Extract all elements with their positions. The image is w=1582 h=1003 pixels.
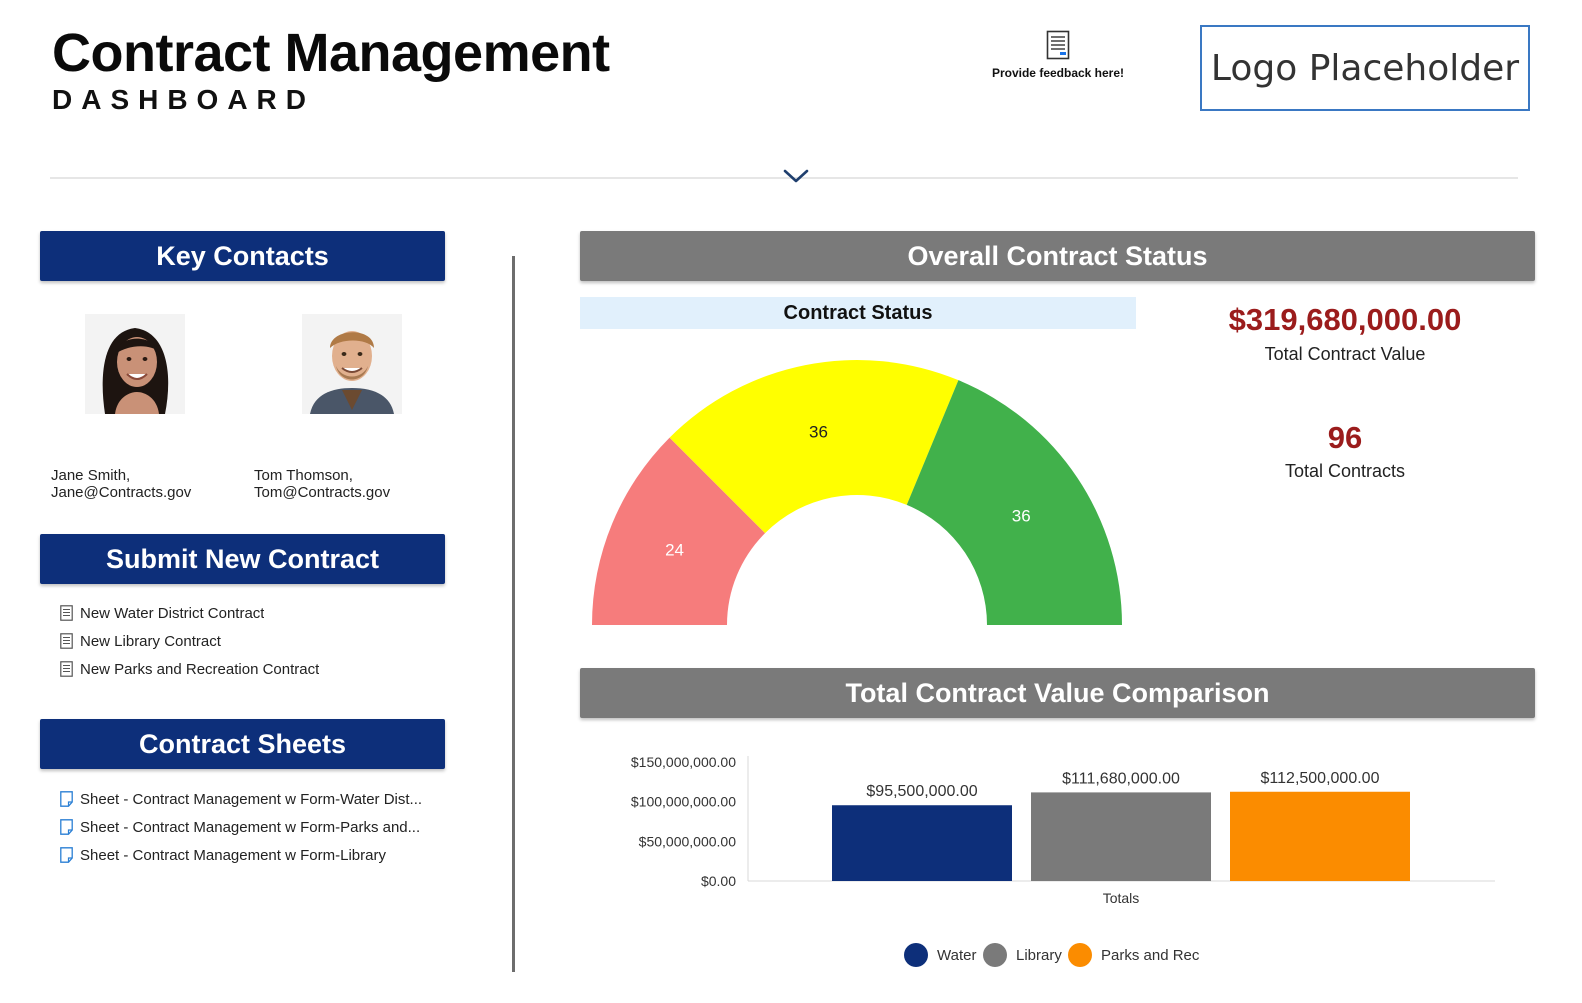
- form-link-parks[interactable]: New Parks and Recreation Contract: [60, 655, 319, 683]
- sheet-icon: [60, 847, 73, 863]
- total-contracts-label: Total Contracts: [1284, 461, 1406, 481]
- total-contracts-count: 96: [1327, 420, 1363, 455]
- sheet-icon: [60, 791, 73, 807]
- legend-swatch: [904, 943, 928, 967]
- link-label: New Water District Contract: [80, 604, 265, 622]
- total-contract-value-label: Total Contract Value: [1264, 344, 1426, 364]
- key-contacts-header: Key Contacts: [40, 231, 445, 281]
- overall-status-header: Overall Contract Status: [580, 231, 1535, 281]
- legend-swatch: [1068, 943, 1092, 967]
- gauge-segment-2: [906, 380, 1122, 625]
- y-tick-label: $150,000,000.00: [631, 754, 736, 770]
- contract-sheets-links: Sheet - Contract Management w Form-Water…: [60, 785, 422, 869]
- submit-contract-title: Submit New Contract: [105, 543, 380, 574]
- sheet-link-library[interactable]: Sheet - Contract Management w Form-Libra…: [60, 841, 422, 869]
- header-divider: [50, 177, 1518, 179]
- contact-name: Jane Smith,: [51, 467, 131, 484]
- man-portrait-icon: [302, 314, 402, 414]
- y-tick-label: $100,000,000.00: [631, 794, 736, 810]
- link-label: New Library Contract: [80, 632, 221, 650]
- avatar-jane: [85, 314, 185, 414]
- legend-label[interactable]: Water: [937, 947, 976, 964]
- sheet-icon: [60, 819, 73, 835]
- form-icon: [60, 633, 73, 649]
- contact-jane: Jane Smith, Jane@Contracts.gov: [51, 467, 191, 501]
- x-category-label: Totals: [1103, 890, 1140, 906]
- value-comparison-bar-chart: $0.00 $50,000,000.00 $100,000,000.00 $150,0…: [631, 754, 1495, 967]
- link-label: Sheet - Contract Management w Form-Libra…: [80, 846, 386, 864]
- sheet-link-parks[interactable]: Sheet - Contract Management w Form-Parks…: [60, 813, 422, 841]
- bar-parks-and-rec: [1230, 791, 1410, 881]
- contract-status-chart-title: Contract Status: [580, 297, 1136, 329]
- gauge-segment-label-0: 24: [665, 540, 684, 559]
- form-link-water[interactable]: New Water District Contract: [60, 599, 319, 627]
- y-tick-label: $0.00: [701, 873, 736, 889]
- form-icon: [60, 661, 73, 677]
- key-contacts-title: Key Contacts: [156, 240, 329, 271]
- column-divider: [512, 256, 515, 972]
- legend-label[interactable]: Parks and Rec: [1101, 947, 1200, 964]
- submit-contract-links: New Water District Contract New Library …: [60, 599, 319, 683]
- sheet-link-water[interactable]: Sheet - Contract Management w Form-Water…: [60, 785, 422, 813]
- value-comparison-header: Total Contract Value Comparison: [580, 668, 1535, 718]
- contact-name: Tom Thomson,: [254, 467, 353, 484]
- bar-value-label: $112,500,000.00: [1261, 770, 1380, 787]
- logo-text: Logo Placeholder: [1210, 47, 1520, 89]
- overall-status-title: Overall Contract Status: [907, 240, 1208, 271]
- contract-sheets-header: Contract Sheets: [40, 719, 445, 769]
- feedback-label: Provide feedback here!: [991, 66, 1125, 80]
- gauge-segment-1: [669, 360, 959, 534]
- logo-placeholder: Logo Placeholder: [1200, 25, 1530, 111]
- link-label: Sheet - Contract Management w Form-Parks…: [80, 818, 421, 836]
- form-link-library[interactable]: New Library Contract: [60, 627, 319, 655]
- chevron-down-icon[interactable]: [782, 166, 810, 186]
- y-tick-label: $50,000,000.00: [639, 833, 737, 849]
- contract-sheets-title: Contract Sheets: [138, 728, 347, 759]
- legend-label[interactable]: Library: [1016, 947, 1062, 964]
- page-subtitle: DASHBOARD: [52, 84, 315, 115]
- legend-swatch: [983, 943, 1007, 967]
- form-icon: [60, 605, 73, 621]
- bar-water: [832, 805, 1012, 881]
- woman-portrait-icon: [85, 314, 185, 414]
- contract-status-gauge: 24 36 36: [592, 360, 1122, 625]
- bar-value-label: $95,500,000.00: [866, 783, 977, 800]
- gauge-segment-0: [592, 437, 766, 625]
- link-label: Sheet - Contract Management w Form-Water…: [80, 790, 423, 808]
- feedback-link[interactable]: Provide feedback here!: [978, 30, 1138, 80]
- form-document-icon: [1046, 30, 1070, 60]
- link-label: New Parks and Recreation Contract: [80, 660, 320, 678]
- bar-value-label: $111,680,000.00: [1062, 770, 1180, 787]
- bar-library: [1031, 792, 1211, 881]
- total-contract-value: $319,680,000.00: [1228, 302, 1462, 337]
- value-comparison-title: Total Contract Value Comparison: [845, 677, 1270, 708]
- gauge-segment-label-1: 36: [809, 422, 828, 441]
- contact-email[interactable]: Jane@Contracts.gov: [51, 484, 192, 501]
- avatar-tom: [302, 314, 402, 414]
- contact-tom: Tom Thomson, Tom@Contracts.gov: [254, 467, 390, 501]
- contact-email[interactable]: Tom@Contracts.gov: [254, 484, 391, 501]
- submit-contract-header: Submit New Contract: [40, 534, 445, 584]
- gauge-segment-label-2: 36: [1012, 506, 1031, 525]
- page-title: Contract Management: [52, 23, 610, 83]
